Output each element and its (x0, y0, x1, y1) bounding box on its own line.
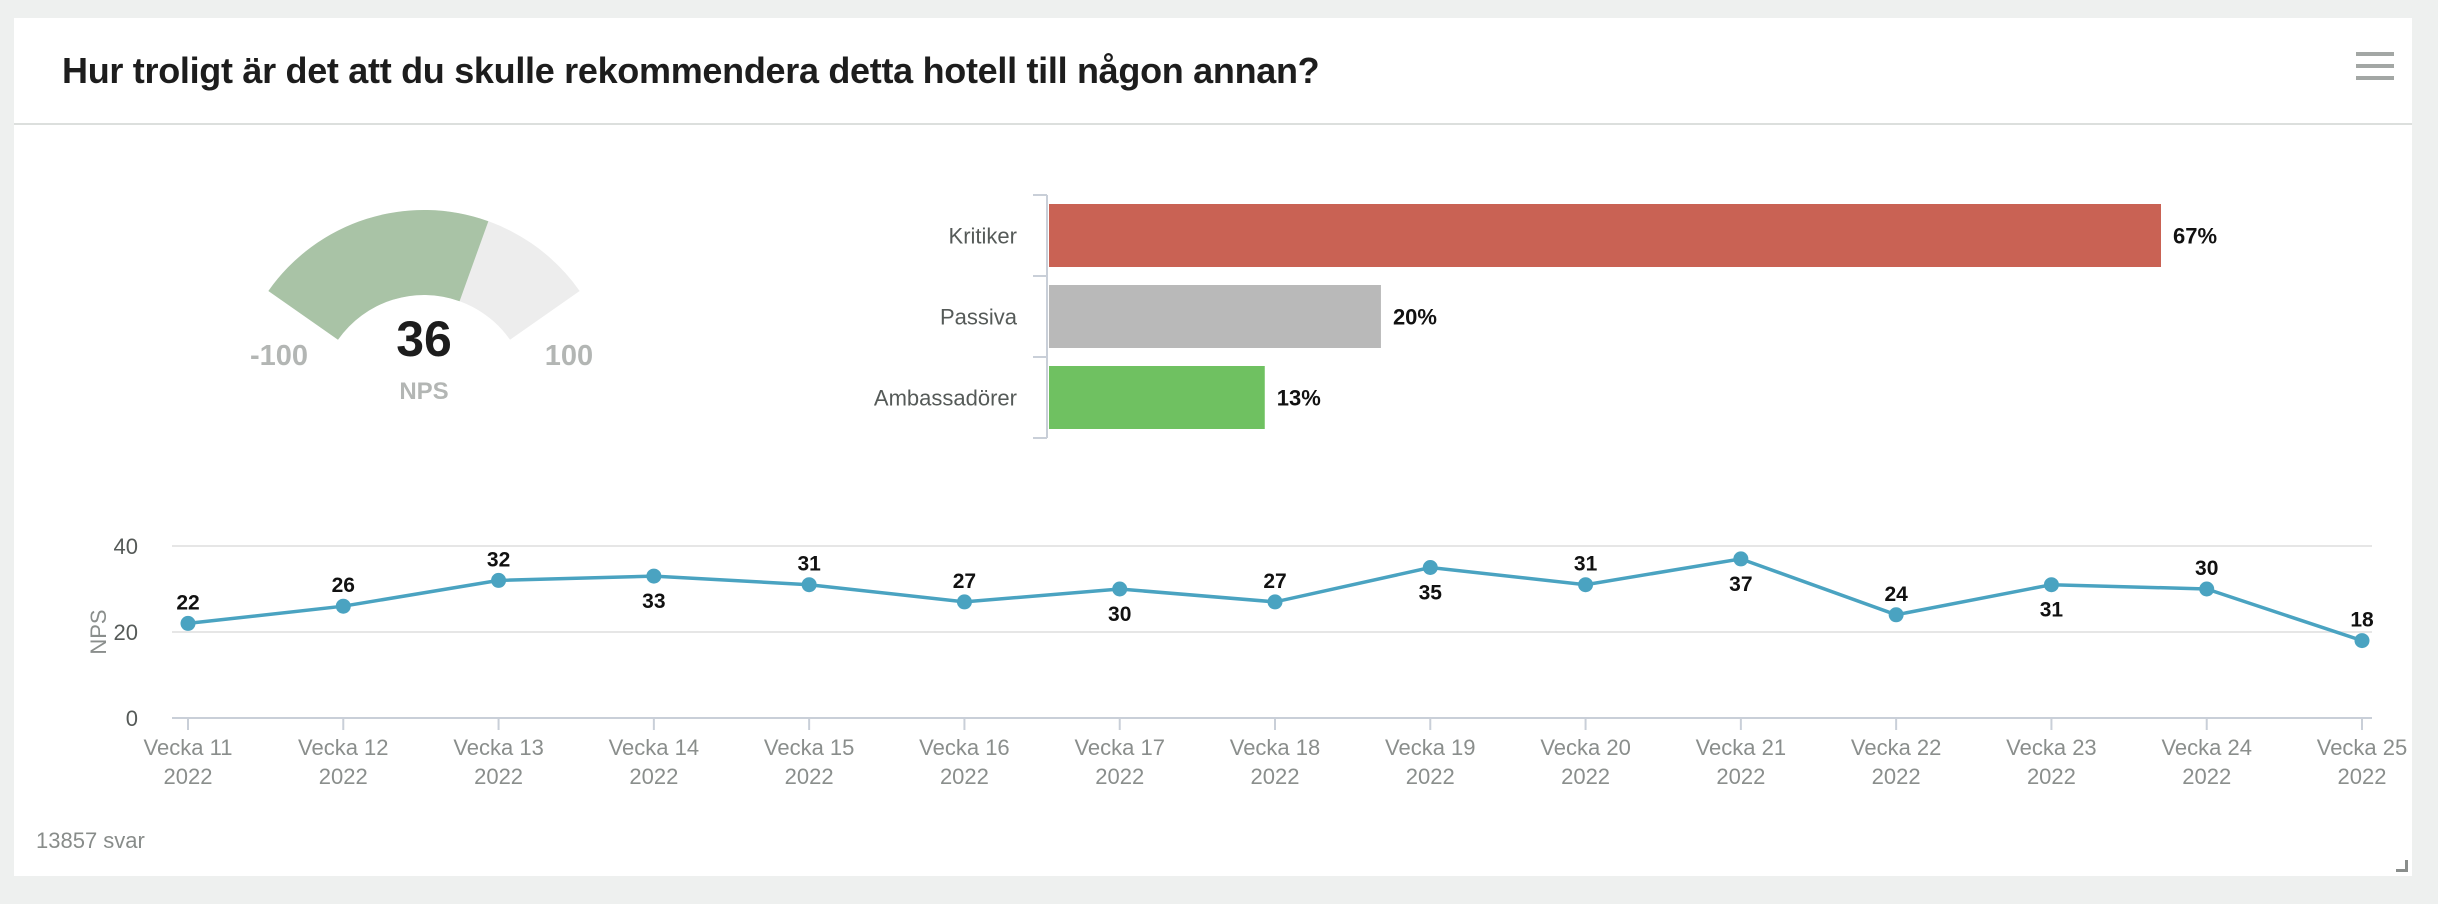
data-point[interactable] (1888, 607, 1904, 623)
data-point[interactable] (491, 572, 507, 588)
x-tick-label-year: 2022 (2182, 764, 2231, 789)
x-tick-label-year: 2022 (1716, 764, 1765, 789)
data-point[interactable] (2354, 633, 2370, 649)
bar-category-label: Ambassadörer (874, 386, 1017, 411)
x-tick-label-week: Vecka 15 (764, 735, 855, 760)
x-tick-label-year: 2022 (2338, 764, 2387, 789)
y-axis-title: NPS (86, 609, 111, 654)
x-tick-label-year: 2022 (1095, 764, 1144, 789)
data-point[interactable] (2199, 581, 2215, 597)
data-point[interactable] (1733, 551, 1749, 567)
x-tick-label-year: 2022 (940, 764, 989, 789)
data-label: 31 (797, 553, 821, 576)
response-count: 13857 svar (36, 828, 145, 853)
nps-trend-line-chart: 0 20 40 NPS 22 Vecka 11 2022 26 Vecka 12 2022 32 Ve… (86, 534, 2408, 789)
data-label: 18 (2350, 609, 2374, 632)
x-tick-label-week: Vecka 12 (298, 735, 389, 760)
data-label: 33 (642, 590, 665, 613)
x-tick-label-week: Vecka 23 (2006, 735, 2097, 760)
x-tick-label-week: Vecka 17 (1074, 735, 1165, 760)
x-tick-label-year: 2022 (1406, 764, 1455, 789)
data-label: 31 (2040, 599, 2064, 622)
data-label: 31 (1574, 553, 1598, 576)
data-point[interactable] (335, 598, 351, 614)
bar-0 (1049, 204, 2161, 267)
gauge-max-label: 100 (544, 340, 594, 372)
resize-handle-icon[interactable] (2396, 860, 2408, 872)
data-point[interactable] (2043, 577, 2059, 593)
gauge-fill (268, 210, 489, 340)
data-label: 22 (176, 591, 199, 614)
data-label: 24 (1884, 583, 1908, 606)
bar-value-label: 67% (2173, 224, 2217, 249)
x-tick-label-week: Vecka 25 (2317, 735, 2408, 760)
x-tick-label-year: 2022 (319, 764, 368, 789)
x-tick-label-week: Vecka 20 (1540, 735, 1631, 760)
data-point[interactable] (1267, 594, 1283, 610)
data-label: 30 (1108, 603, 1131, 626)
y-tick-label: 0 (126, 706, 138, 731)
data-point[interactable] (1578, 577, 1594, 593)
x-tick-label-week: Vecka 24 (2161, 735, 2252, 760)
gauge-arc (268, 210, 580, 340)
data-label: 26 (332, 574, 355, 597)
x-tick-label-year: 2022 (629, 764, 678, 789)
nps-breakdown-bar-chart: Kritiker 67% Passiva 20% Ambassadörer 13% (874, 194, 2217, 439)
gauge-min-label: -100 (249, 340, 309, 372)
bar-2 (1049, 366, 1265, 429)
nps-score: 36 (396, 311, 452, 367)
data-point[interactable] (1422, 560, 1438, 575)
hamburger-menu-icon[interactable] (2356, 52, 2394, 80)
x-tick-label-week: Vecka 19 (1385, 735, 1476, 760)
data-label: 27 (1263, 570, 1286, 593)
x-tick-label-year: 2022 (474, 764, 523, 789)
data-label: 27 (953, 570, 976, 593)
x-tick-label-week: Vecka 22 (1851, 735, 1942, 760)
data-label: 30 (2195, 557, 2218, 580)
data-label: 35 (1419, 582, 1443, 605)
data-point[interactable] (1112, 581, 1128, 597)
bar-category-label: Kritiker (949, 224, 1017, 249)
data-point[interactable] (180, 615, 196, 631)
data-label: 32 (487, 548, 510, 571)
x-tick-label-year: 2022 (1561, 764, 1610, 789)
x-tick-label-year: 2022 (1251, 764, 1300, 789)
y-tick-label: 40 (114, 534, 138, 559)
x-tick-label-week: Vecka 16 (919, 735, 1010, 760)
bar-value-label: 13% (1277, 386, 1321, 411)
x-tick-label-week: Vecka 14 (609, 735, 700, 760)
bar-1 (1049, 285, 1381, 348)
data-point[interactable] (646, 568, 662, 584)
data-label: 37 (1729, 573, 1752, 596)
nps-widget-card: Hur troligt är det att du skulle rekomme… (14, 18, 2412, 876)
x-tick-label-year: 2022 (2027, 764, 2076, 789)
data-point[interactable] (956, 594, 972, 610)
x-tick-label-week: Vecka 13 (453, 735, 544, 760)
widget-title: Hur troligt är det att du skulle rekomme… (62, 50, 1320, 91)
data-point[interactable] (801, 577, 817, 593)
x-tick-label-year: 2022 (785, 764, 834, 789)
nps-unit-label: NPS (399, 378, 449, 405)
x-tick-label-week: Vecka 11 (144, 735, 233, 760)
bar-value-label: 20% (1393, 305, 1437, 330)
x-tick-label-week: Vecka 21 (1696, 735, 1787, 760)
x-tick-label-year: 2022 (164, 764, 213, 789)
bar-category-label: Passiva (940, 305, 1018, 330)
x-tick-label-week: Vecka 18 (1230, 735, 1321, 760)
y-tick-label: 20 (114, 620, 138, 645)
widget-header: Hur troligt är det att du skulle rekomme… (14, 18, 2412, 125)
x-tick-label-year: 2022 (1872, 764, 1921, 789)
